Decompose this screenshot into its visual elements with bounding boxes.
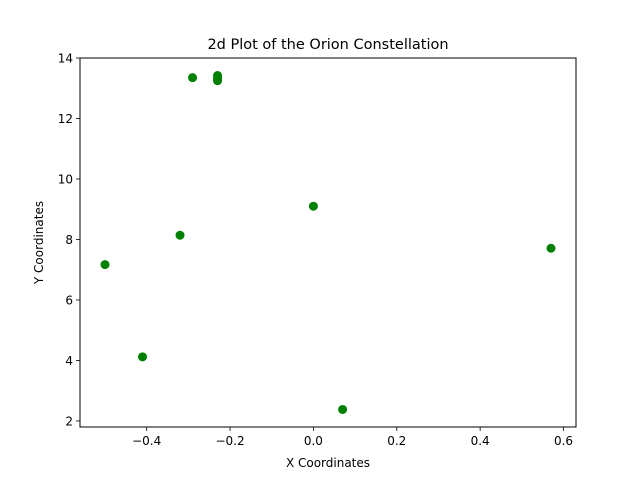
- x-axis-ticks: −0.4 −0.2 0.0 0.2 0.4 0.6: [132, 427, 573, 448]
- scatter-point: [175, 230, 185, 240]
- y-axis-label: Y Coordinates: [32, 201, 46, 285]
- chart-title: 2d Plot of the Orion Constellation: [207, 37, 448, 53]
- x-tick-label: 0.0: [304, 434, 323, 448]
- x-tick-label: 0.2: [387, 434, 406, 448]
- scatter-point: [100, 260, 110, 270]
- scatter-point: [138, 352, 148, 362]
- y-tick-label: 2: [65, 414, 73, 428]
- x-tick-label: −0.2: [215, 434, 244, 448]
- scatter-point: [213, 74, 223, 84]
- x-axis-label: X Coordinates: [286, 456, 370, 470]
- plot-frame: [79, 57, 577, 428]
- y-tick-label: 12: [58, 112, 73, 126]
- y-axis-ticks: 2 4 6 8 10 12 14: [58, 52, 80, 428]
- x-tick-label: 0.4: [471, 434, 490, 448]
- x-tick-label: 0.6: [554, 434, 573, 448]
- y-tick-label: 8: [65, 233, 73, 247]
- scatter-point: [546, 243, 556, 253]
- marks-layer: [100, 71, 556, 414]
- scatter-point: [308, 201, 318, 211]
- y-tick-label: 10: [58, 172, 73, 186]
- y-tick-label: 14: [58, 52, 73, 66]
- scatter-point: [188, 73, 198, 83]
- y-tick-label: 4: [65, 354, 73, 368]
- y-tick-label: 6: [65, 293, 73, 307]
- x-tick-label: −0.4: [132, 434, 161, 448]
- scatter-point: [338, 404, 348, 414]
